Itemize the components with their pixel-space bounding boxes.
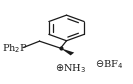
Text: $\ominus$BF$_4$: $\ominus$BF$_4$ (95, 58, 124, 71)
Text: $\oplus$NH$_3$: $\oplus$NH$_3$ (55, 62, 86, 75)
Text: Ph$_2$P: Ph$_2$P (2, 42, 28, 55)
Polygon shape (61, 48, 74, 55)
